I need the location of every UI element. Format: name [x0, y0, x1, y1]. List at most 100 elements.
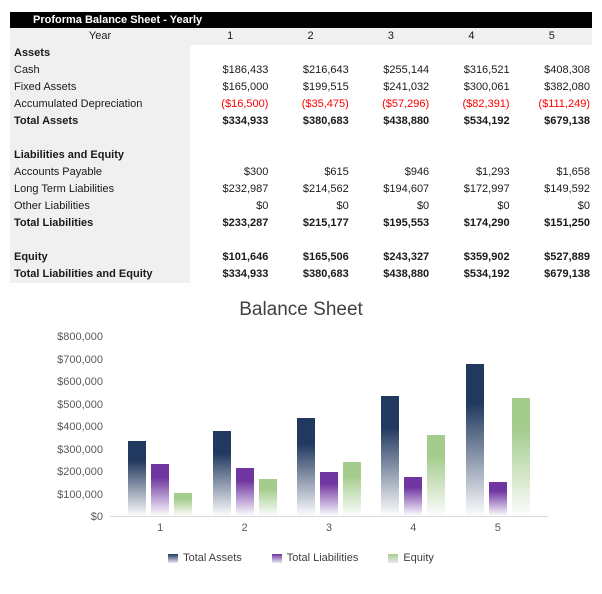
- cell-value[interactable]: [431, 232, 511, 249]
- year-column-header[interactable]: 3: [387, 30, 395, 42]
- cell-value[interactable]: $199,515: [302, 81, 349, 93]
- cell-value[interactable]: $334,933: [222, 115, 269, 127]
- cell-value[interactable]: ($57,296): [382, 98, 430, 110]
- cell-value[interactable]: $241,032: [383, 81, 430, 93]
- row-label[interactable]: Equity: [10, 249, 190, 266]
- row-label[interactable]: Accumulated Depreciation: [10, 96, 190, 113]
- cell-value[interactable]: $1,658: [556, 166, 590, 178]
- cell-value[interactable]: [431, 45, 511, 62]
- year-label-cell[interactable]: Year: [10, 28, 190, 45]
- row-label[interactable]: Cash: [10, 62, 190, 79]
- row-label[interactable]: Total Liabilities and Equity: [10, 266, 190, 283]
- cell-value[interactable]: $101,646: [222, 251, 269, 263]
- cell-value[interactable]: $380,683: [302, 268, 349, 280]
- cell-value[interactable]: $165,506: [302, 251, 349, 263]
- cell-value[interactable]: $438,880: [383, 115, 430, 127]
- cell-value[interactable]: $165,000: [222, 81, 269, 93]
- year-column-header[interactable]: 1: [227, 30, 234, 42]
- row-label[interactable]: Other Liabilities: [10, 198, 190, 215]
- row-label[interactable]: Accounts Payable: [10, 164, 190, 181]
- cell-value[interactable]: $149,592: [544, 183, 590, 195]
- cell-value[interactable]: [351, 232, 431, 249]
- cell-value[interactable]: $382,080: [544, 81, 590, 93]
- cell-value[interactable]: [190, 130, 270, 147]
- cell-value[interactable]: [512, 45, 592, 62]
- cell-value[interactable]: $679,138: [544, 115, 590, 127]
- cell-value[interactable]: [431, 130, 511, 147]
- table-row: Fixed Assets $165,000 $199,515 $241,032 $300…: [10, 79, 592, 96]
- cell-value[interactable]: $255,144: [383, 64, 430, 76]
- balance-table-body: Assets Cash $186,433 $216,643 $255,144 $316,5…: [10, 45, 592, 283]
- cell-value[interactable]: $151,250: [544, 217, 590, 229]
- cell-value[interactable]: $300: [243, 166, 269, 178]
- cell-value[interactable]: [351, 130, 431, 147]
- cell-value[interactable]: $194,607: [383, 183, 430, 195]
- cell-value[interactable]: [270, 232, 350, 249]
- cell-value[interactable]: $534,192: [463, 268, 510, 280]
- cell-value[interactable]: $0: [336, 200, 349, 212]
- year-column-header[interactable]: 2: [307, 30, 314, 42]
- cell-value[interactable]: $534,192: [463, 115, 510, 127]
- cell-value[interactable]: ($35,475): [301, 98, 349, 110]
- row-label[interactable]: Fixed Assets: [10, 79, 190, 96]
- cell-value[interactable]: $615: [324, 166, 349, 178]
- cell-value[interactable]: ($111,249): [538, 98, 590, 110]
- table-row: Total Assets $334,933 $380,683 $438,880 $534…: [10, 113, 592, 130]
- bar-group-year-5: [465, 337, 530, 516]
- cell-value[interactable]: $215,177: [302, 217, 349, 229]
- cell-value[interactable]: $334,933: [222, 268, 269, 280]
- legend-item-equity: Equity: [388, 552, 434, 564]
- cell-value[interactable]: $380,683: [302, 115, 349, 127]
- cell-value[interactable]: $186,433: [222, 64, 269, 76]
- y-axis-label: $500,000: [57, 398, 103, 411]
- cell-value[interactable]: [351, 147, 431, 164]
- row-label[interactable]: Total Liabilities: [10, 215, 190, 232]
- chart-body: $800,000 $700,000 $600,000 $500,000 $400,000…: [28, 331, 602, 534]
- cell-value[interactable]: $300,061: [463, 81, 510, 93]
- cell-value[interactable]: $679,138: [544, 268, 590, 280]
- cell-value[interactable]: $0: [497, 200, 510, 212]
- cell-value[interactable]: [431, 147, 511, 164]
- cell-value[interactable]: $408,308: [544, 64, 590, 76]
- row-label[interactable]: Long Term Liabilities: [10, 181, 190, 198]
- row-label[interactable]: [10, 232, 190, 249]
- cell-value[interactable]: $0: [256, 200, 269, 212]
- cell-value[interactable]: $316,521: [463, 64, 510, 76]
- cell-value[interactable]: $0: [416, 200, 430, 212]
- cell-value[interactable]: $233,287: [222, 217, 269, 229]
- cell-value[interactable]: [190, 45, 270, 62]
- row-label[interactable]: Assets: [10, 45, 190, 62]
- table-spacer-row: [10, 130, 592, 147]
- year-column-header[interactable]: 5: [548, 30, 555, 42]
- cell-value[interactable]: $946: [404, 166, 430, 178]
- cell-value[interactable]: [512, 147, 592, 164]
- cell-value[interactable]: $527,889: [544, 251, 590, 263]
- cell-value[interactable]: $214,562: [302, 183, 349, 195]
- bar-group-year-1: [128, 337, 193, 516]
- cell-value[interactable]: ($82,391): [462, 98, 510, 110]
- cell-value[interactable]: $195,553: [383, 217, 430, 229]
- cell-value[interactable]: $438,880: [383, 268, 430, 280]
- cell-value[interactable]: $243,327: [383, 251, 430, 263]
- cell-value[interactable]: [190, 147, 270, 164]
- cell-value[interactable]: $172,997: [463, 183, 510, 195]
- cell-value[interactable]: ($16,500): [221, 98, 269, 110]
- cell-value[interactable]: $174,290: [463, 217, 510, 229]
- row-label[interactable]: [10, 130, 190, 147]
- row-label[interactable]: Liabilities and Equity: [10, 147, 190, 164]
- cell-value[interactable]: $0: [577, 200, 590, 212]
- cell-value[interactable]: [270, 147, 350, 164]
- table-row: Cash $186,433 $216,643 $255,144 $316,521 $408…: [10, 62, 592, 79]
- cell-value[interactable]: [190, 232, 270, 249]
- cell-value[interactable]: $359,902: [463, 251, 510, 263]
- cell-value[interactable]: $216,643: [302, 64, 349, 76]
- cell-value[interactable]: [270, 45, 350, 62]
- row-label[interactable]: Total Assets: [10, 113, 190, 130]
- cell-value[interactable]: $232,987: [222, 183, 269, 195]
- year-column-header[interactable]: 4: [468, 30, 475, 42]
- cell-value[interactable]: [512, 130, 592, 147]
- cell-value[interactable]: [351, 45, 431, 62]
- cell-value[interactable]: $1,293: [475, 166, 510, 178]
- cell-value[interactable]: [512, 232, 592, 249]
- cell-value[interactable]: [270, 130, 350, 147]
